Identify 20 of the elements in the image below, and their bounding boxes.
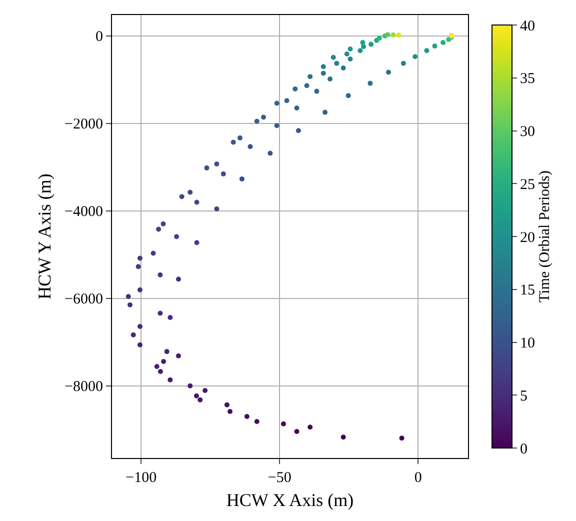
y-tick-label: −2000 [64,116,103,133]
x-tick-label: −100 [126,470,157,486]
color-bar-label: 15 [520,282,535,299]
color-bar-label: 20 [520,230,535,246]
color-bar-label: 35 [520,71,535,88]
color-bar-label: 5 [520,388,528,404]
y-tick-label: −6000 [64,292,103,308]
color-bar-label: 0 [520,441,528,458]
color-bar-label: 30 [520,124,535,140]
y-tick-label: 0 [96,29,103,46]
color-bar-title: Time (Orbial Periods) [537,170,553,302]
x-tick-label: 0 [414,470,422,486]
color-bar-label: 25 [520,176,535,193]
y-axis-title: HCW Y Axis (m) [34,174,55,300]
y-tick-label: −8000 [64,379,103,396]
color-bar-label: 10 [520,336,535,352]
color-bar-label: 40 [520,18,535,34]
x-tick-label: −50 [268,470,292,486]
y-tick-label: −4000 [64,204,103,220]
x-axis-title: HCW X Axis (m) [226,490,354,510]
